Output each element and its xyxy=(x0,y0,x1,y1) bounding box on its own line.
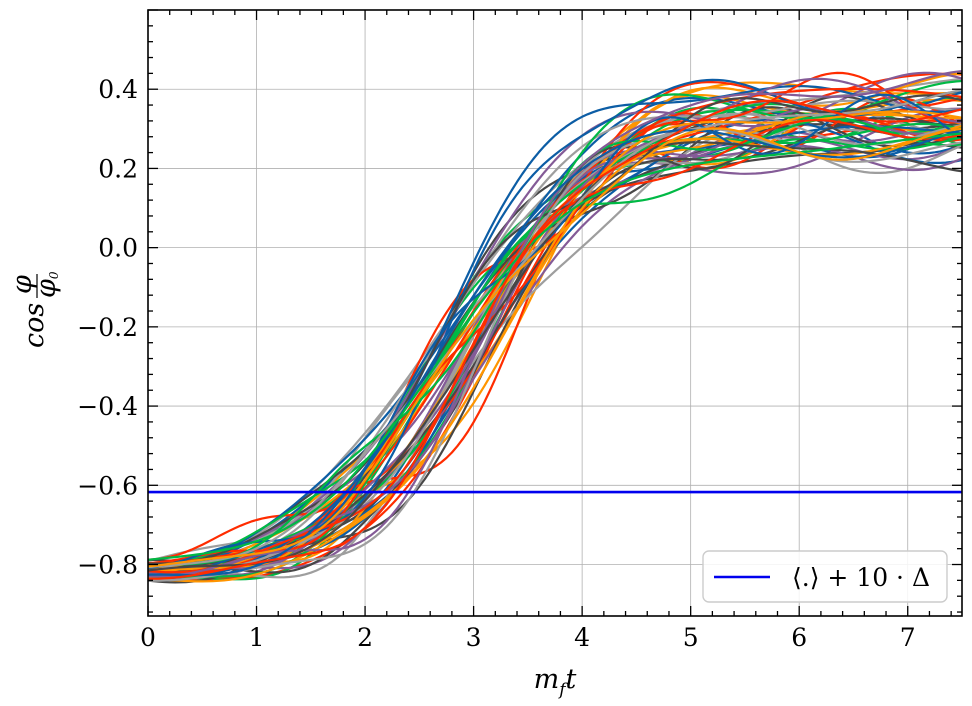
trajectory-line-28 xyxy=(147,125,963,571)
trajectory-line-37 xyxy=(147,109,963,570)
trajectory-line-3 xyxy=(147,119,963,582)
trajectory-line-11 xyxy=(147,107,962,580)
x-tick-label-6: 6 xyxy=(791,623,807,652)
trajectory-line-52 xyxy=(147,119,963,574)
trajectory-line-25 xyxy=(147,71,963,571)
trajectory-line-58 xyxy=(147,127,963,568)
trajectory-line-34 xyxy=(147,99,963,570)
trajectory-line-22 xyxy=(147,103,963,573)
trajectory-line-47 xyxy=(148,94,963,565)
axis-ticks xyxy=(147,9,962,616)
trajectory-line-48 xyxy=(148,88,963,582)
legend: ⟨.⟩ + 10 · Δ xyxy=(702,550,948,603)
x-tick-label-5: 5 xyxy=(683,623,699,652)
x-tick-label-3: 3 xyxy=(466,623,482,652)
svg-text:cos: cos xyxy=(19,303,50,348)
y-axis-label: cos φ φ0 xyxy=(7,271,62,348)
trajectory-lines xyxy=(147,70,963,584)
x-tick-label-7: 7 xyxy=(900,623,916,652)
trajectory-line-5 xyxy=(147,112,963,578)
trajectory-line-56 xyxy=(148,128,963,577)
trajectory-line-8 xyxy=(147,107,963,582)
x-axis-label: mft xyxy=(534,664,577,700)
x-tick-labels: 0 1 2 3 4 5 6 7 xyxy=(140,623,916,652)
trajectory-line-15 xyxy=(147,108,963,574)
x-tick-label-4: 4 xyxy=(574,623,590,652)
legend-label: ⟨.⟩ + 10 · Δ xyxy=(792,563,930,592)
trajectory-line-20 xyxy=(147,110,963,563)
trajectory-line-51 xyxy=(147,110,963,572)
plot-frame xyxy=(147,9,963,617)
trajectory-line-1 xyxy=(147,97,963,574)
trajectory-line-7 xyxy=(147,121,963,577)
svg-text:φ0: φ0 xyxy=(31,271,62,298)
legend-box xyxy=(702,550,948,603)
x-tick-label-2: 2 xyxy=(357,623,373,652)
svg-text:φ: φ xyxy=(7,275,38,294)
y-tick-label-5: 0.2 xyxy=(98,154,138,183)
trajectory-line-59 xyxy=(147,99,963,580)
trajectory-line-21 xyxy=(147,118,963,582)
y-tick-label-6: 0.4 xyxy=(98,75,138,104)
trajectory-line-44 xyxy=(147,124,963,583)
trajectory-line-49 xyxy=(147,93,963,570)
x-tick-label-1: 1 xyxy=(249,623,265,652)
trajectory-line-57 xyxy=(147,132,963,561)
y-tick-labels: −0.8 −0.6 −0.4 −0.2 0.0 0.2 0.4 xyxy=(77,75,138,579)
y-tick-label-1: −0.6 xyxy=(77,471,138,500)
y-tick-label-3: −0.2 xyxy=(77,313,138,342)
y-tick-label-2: −0.4 xyxy=(77,392,138,421)
y-tick-label-0: −0.8 xyxy=(77,551,138,580)
trajectory-line-39 xyxy=(147,107,963,570)
x-tick-label-0: 0 xyxy=(140,623,156,652)
y-tick-label-4: 0.0 xyxy=(98,234,138,263)
